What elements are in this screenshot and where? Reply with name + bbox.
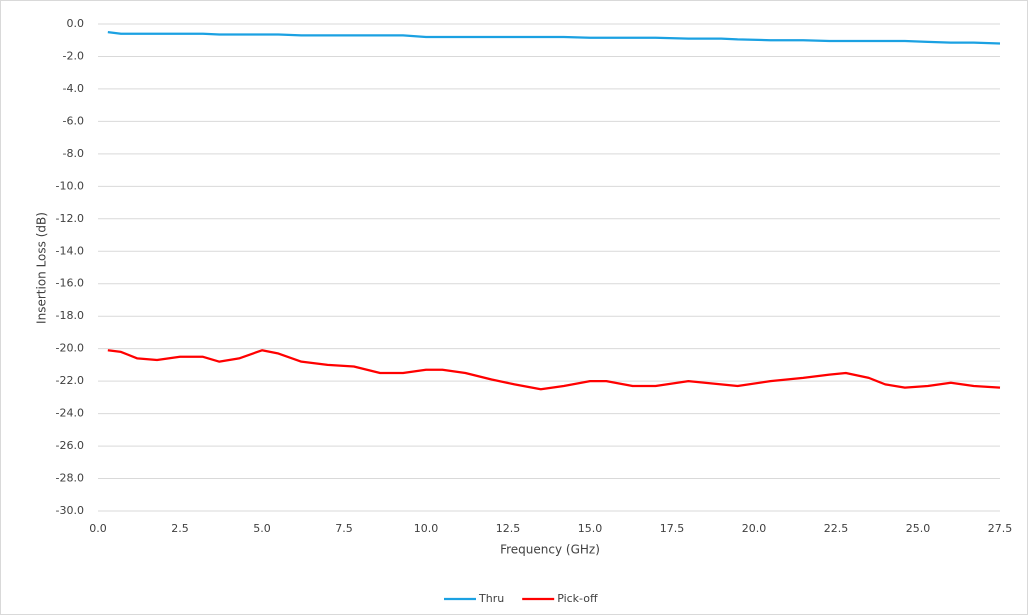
y-axis-title: Insertion Loss (dB) [35, 212, 49, 324]
x-tick-label: 17.5 [660, 522, 685, 535]
y-tick-label: -6.0 [63, 114, 84, 127]
y-tick-label: -8.0 [63, 147, 84, 160]
y-tick-label: -12.0 [56, 212, 84, 225]
y-tick-label: -14.0 [56, 244, 84, 257]
legend-label: Pick-off [557, 592, 598, 605]
y-tick-label: -22.0 [56, 374, 84, 387]
x-tick-label: 10.0 [414, 522, 439, 535]
x-tick-label: 12.5 [496, 522, 521, 535]
y-tick-label: -2.0 [63, 49, 84, 62]
x-axis-title: Frequency (GHz) [500, 543, 600, 557]
x-tick-label: 20.0 [742, 522, 767, 535]
line-series [107, 349, 1001, 391]
x-tick-label: 0.0 [89, 522, 107, 535]
y-tick-label: -24.0 [56, 407, 84, 420]
line-series [107, 31, 1001, 45]
x-tick-label: 15.0 [578, 522, 603, 535]
x-tick-label: 2.5 [171, 522, 189, 535]
y-tick-label: -30.0 [56, 504, 84, 517]
y-tick-label: -4.0 [63, 82, 84, 95]
x-tick-label: 22.5 [824, 522, 849, 535]
y-tick-label: -16.0 [56, 277, 84, 290]
y-tick-label: -28.0 [56, 472, 84, 485]
x-tick-label: 7.5 [335, 522, 353, 535]
y-tick-label: 0.0 [67, 17, 85, 30]
y-tick-label: -10.0 [56, 179, 84, 192]
legend-label: Thru [478, 592, 504, 605]
y-tick-label: -20.0 [56, 342, 84, 355]
y-tick-label: -26.0 [56, 439, 84, 452]
x-tick-label: 5.0 [253, 522, 271, 535]
y-tick-label: -18.0 [56, 309, 84, 322]
x-tick-label: 27.5 [988, 522, 1013, 535]
x-tick-label: 25.0 [906, 522, 931, 535]
